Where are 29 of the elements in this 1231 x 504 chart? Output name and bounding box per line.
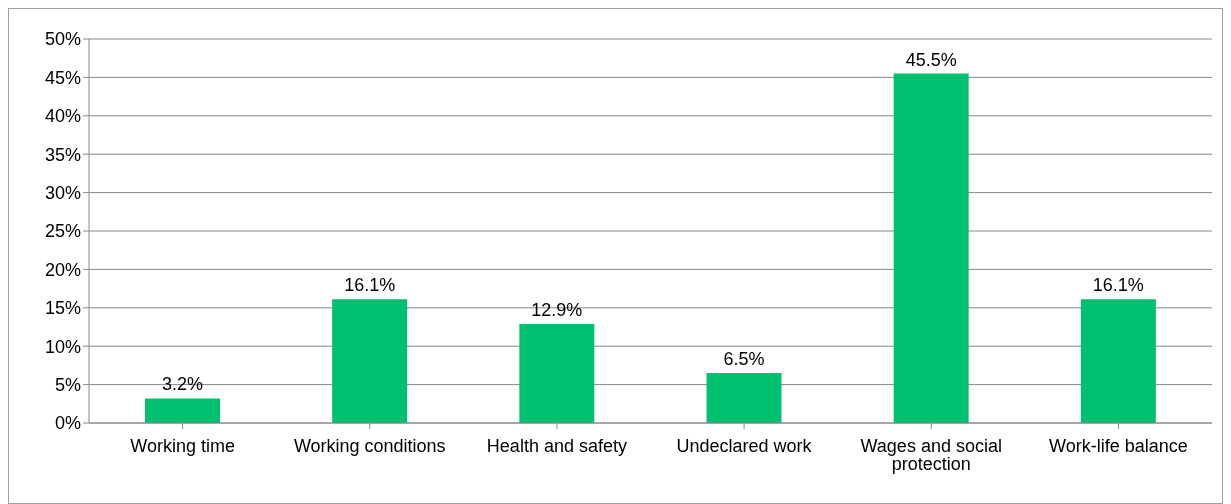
y-tick-label: 0% — [54, 413, 81, 434]
data-label: 3.2% — [161, 374, 204, 395]
x-tick-label: Work-life balance — [1049, 435, 1188, 456]
y-tick-label: 30% — [44, 182, 81, 203]
bar — [332, 299, 408, 423]
y-tick-label: 25% — [44, 221, 81, 242]
y-tick-label: 40% — [44, 106, 81, 127]
bar — [706, 373, 782, 423]
bar — [893, 73, 969, 423]
data-label: 6.5% — [723, 349, 765, 370]
y-tick-label: 10% — [44, 336, 81, 357]
y-tick-label: 45% — [44, 67, 81, 88]
y-tick-label: 15% — [44, 298, 81, 319]
y-tick-label: 50% — [44, 29, 81, 50]
bar — [1080, 299, 1156, 423]
x-tick-label: Working time — [130, 435, 235, 456]
data-label: 45.5% — [905, 49, 957, 70]
data-label: 16.1% — [1092, 275, 1144, 296]
y-tick-label: 5% — [54, 374, 81, 395]
y-tick-label: 20% — [44, 259, 81, 280]
data-label: 16.1% — [344, 275, 396, 296]
bar — [519, 323, 595, 423]
x-tick-label: Working conditions — [293, 435, 446, 456]
x-tick-label: Undeclared work — [676, 435, 813, 456]
data-label: 12.9% — [531, 299, 583, 320]
x-tick-label: Health and safety — [486, 435, 627, 456]
x-tick-label: Wages and social protection — [860, 435, 1002, 474]
bar — [145, 398, 220, 423]
y-tick-label: 35% — [44, 144, 81, 165]
